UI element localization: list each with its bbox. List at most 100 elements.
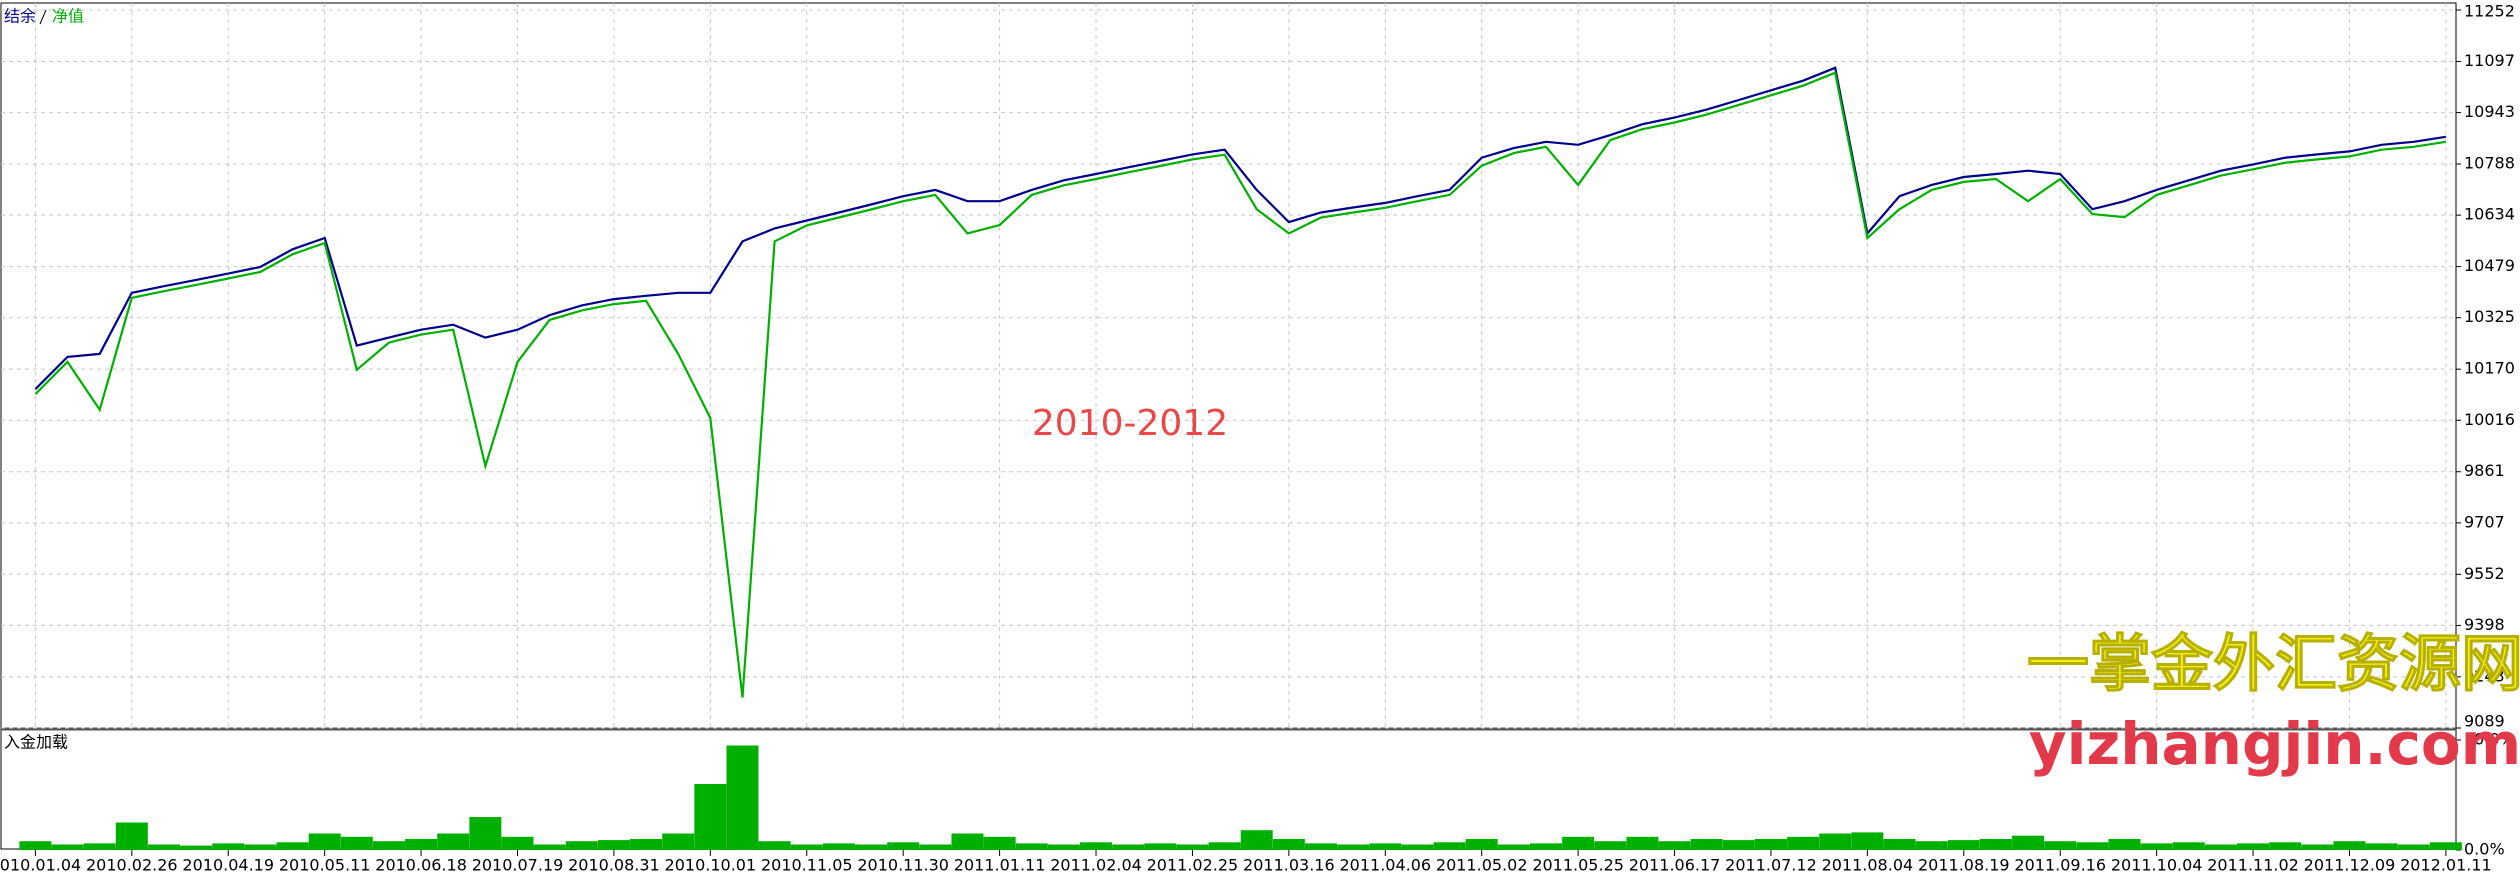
bar	[662, 833, 695, 850]
x-tick-label: 2011.11.02	[2207, 856, 2299, 875]
x-tick-label: 2011.08.04	[1822, 856, 1914, 875]
bar	[1047, 844, 1080, 850]
bar	[1915, 841, 1948, 850]
bar	[2429, 842, 2462, 850]
x-tick-label: 2010.06.18	[375, 856, 467, 875]
x-tick-label: 2011.06.17	[1629, 856, 1721, 875]
y-tick-label: 10170	[2464, 359, 2515, 378]
x-tick-label: 2011.05.25	[1532, 856, 1624, 875]
y-tick-label: 9089	[2464, 712, 2505, 731]
bar	[1112, 844, 1145, 850]
bar	[1529, 843, 1562, 850]
bar	[1176, 844, 1209, 850]
y-tick-label: 9398	[2464, 615, 2505, 634]
x-tick-label: 2010.10.01	[665, 856, 757, 875]
bar	[1465, 839, 1498, 850]
x-tick-label: 2011.02.25	[1147, 856, 1239, 875]
x-tick-label: 2011.05.02	[1436, 856, 1528, 875]
y-tick-label: 10325	[2464, 307, 2515, 326]
bar	[565, 841, 598, 850]
bar	[855, 844, 888, 850]
bar	[1979, 839, 2012, 850]
bar	[1787, 836, 1820, 850]
bar	[951, 833, 984, 850]
bar	[212, 843, 245, 850]
y-tick-label: 9707	[2464, 512, 2505, 531]
bar	[501, 836, 534, 850]
bar	[1305, 843, 1337, 850]
x-tick-label: 2010.02.26	[86, 856, 178, 875]
x-tick-label: 2011.10.04	[2111, 856, 2203, 875]
bar	[372, 841, 405, 850]
legend-balance: 结余	[4, 7, 36, 26]
series-line	[34, 71, 2447, 698]
bar	[533, 844, 566, 850]
bar	[2204, 844, 2237, 850]
bar	[2397, 844, 2430, 850]
bar	[405, 839, 438, 850]
bar	[2269, 842, 2302, 850]
bar	[115, 822, 148, 850]
y-tick-label: 9243	[2464, 666, 2505, 685]
x-tick-label: 2011.02.04	[1050, 856, 1142, 875]
bar	[1433, 842, 1466, 850]
bar	[437, 833, 470, 850]
bar	[1851, 832, 1884, 850]
annotation: 2010-2012	[1032, 403, 1228, 444]
bar	[244, 844, 277, 850]
bar	[694, 784, 727, 850]
series-line	[34, 66, 2447, 390]
bar	[597, 840, 630, 850]
panel-title: 入金加载	[4, 733, 68, 752]
bar	[2301, 844, 2334, 850]
x-tick-label: 2010.01.04	[0, 856, 81, 875]
bar	[276, 842, 309, 850]
bar	[1337, 844, 1370, 850]
y-tick-label: 10479	[2464, 256, 2515, 275]
y-tick-label: 10634	[2464, 205, 2515, 224]
y-tick-label: 10016	[2464, 410, 2515, 429]
bar	[1369, 843, 1402, 850]
bar	[1272, 839, 1305, 850]
bar	[1947, 840, 1980, 850]
y-tick-label: 11097	[2464, 51, 2515, 70]
bar	[1690, 839, 1723, 850]
bar	[790, 844, 823, 850]
x-tick-label: 2011.04.06	[1339, 856, 1431, 875]
bar	[83, 843, 116, 850]
bar	[1497, 844, 1530, 850]
y-tick-label: 10788	[2464, 154, 2515, 173]
bar	[1015, 843, 1048, 850]
x-tick-label: 2012.01.11	[2400, 856, 2492, 875]
bar	[1562, 836, 1595, 850]
bar	[822, 843, 855, 850]
bar	[1240, 830, 1273, 850]
bar	[630, 839, 663, 850]
watermark: yizhangjin.com	[2029, 710, 2520, 778]
y-tick-label: 9552	[2464, 564, 2505, 583]
legend-separator	[39, 9, 47, 25]
bar	[726, 745, 759, 850]
bar	[1208, 842, 1241, 850]
bar	[2012, 835, 2045, 850]
bar	[19, 841, 52, 850]
legend-equity: 净值	[52, 7, 84, 26]
x-tick-label: 2010.04.19	[182, 856, 274, 875]
bar	[147, 844, 180, 850]
bar	[2237, 843, 2270, 850]
x-tick-label: 2011.08.19	[1918, 856, 2010, 875]
bar	[919, 844, 952, 850]
x-tick-label: 2011.12.09	[2304, 856, 2396, 875]
bar	[469, 817, 502, 850]
plot-frame	[0, 2, 2457, 850]
y-tick-label: 10943	[2464, 102, 2515, 121]
bar	[2333, 841, 2366, 850]
bar	[887, 842, 920, 850]
x-tick-label: 2010.11.30	[857, 856, 949, 875]
bar	[2365, 843, 2398, 850]
x-tick-label: 2010.07.19	[472, 856, 564, 875]
bar	[1883, 839, 1916, 850]
bar	[2172, 842, 2205, 850]
